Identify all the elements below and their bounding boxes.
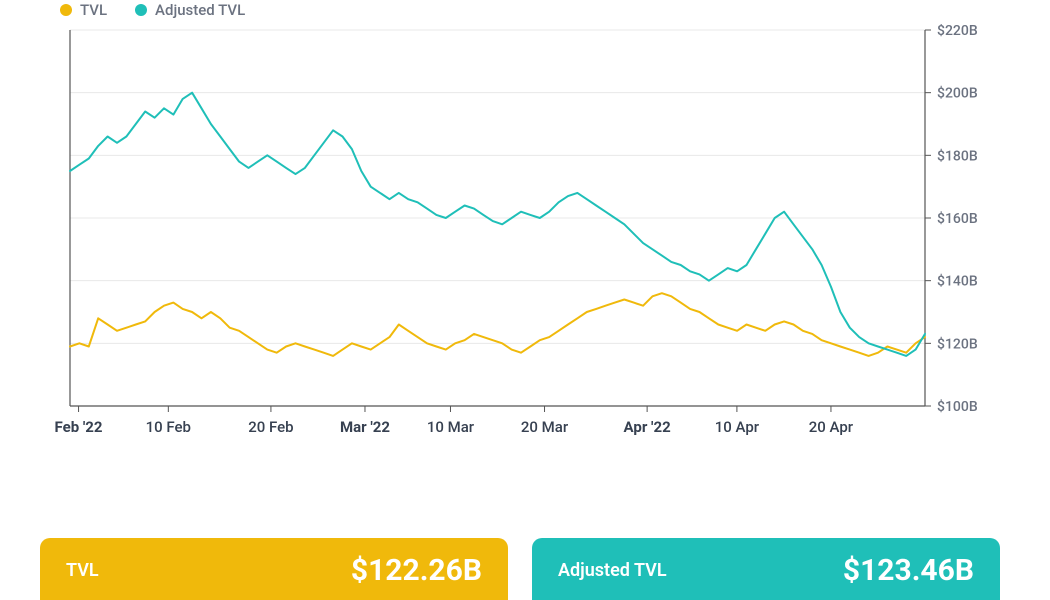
legend-dot-tvl: [60, 4, 72, 16]
svg-text:Apr '22: Apr '22: [624, 418, 672, 436]
stat-label-adjusted: Adjusted TVL: [558, 560, 667, 581]
legend-label-adjusted: Adjusted TVL: [155, 1, 245, 19]
chart-legend: TVL Adjusted TVL: [60, 0, 245, 20]
chart-svg: $100B $120B $140B $160B $180B $200B $220B Feb '…: [40, 24, 1000, 454]
svg-text:20 Mar: 20 Mar: [521, 418, 569, 436]
stat-card-tvl: TVL $122.26B: [40, 538, 508, 600]
svg-text:Mar '22: Mar '22: [340, 418, 390, 436]
svg-text:$160B: $160B: [937, 210, 978, 227]
svg-text:$120B: $120B: [937, 335, 978, 352]
svg-text:$200B: $200B: [937, 85, 978, 102]
legend-item-tvl: TVL: [60, 1, 107, 19]
svg-text:10 Mar: 10 Mar: [427, 418, 475, 436]
legend-item-adjusted: Adjusted TVL: [135, 1, 245, 19]
svg-text:$220B: $220B: [937, 24, 978, 39]
stat-card-adjusted: Adjusted TVL $123.46B: [532, 538, 1000, 600]
legend-label-tvl: TVL: [80, 1, 107, 19]
svg-text:$100B: $100B: [937, 398, 978, 415]
svg-text:Feb '22: Feb '22: [55, 418, 103, 436]
stat-value-tvl: $122.26B: [351, 553, 482, 588]
stat-value-adjusted: $123.46B: [843, 553, 974, 588]
svg-text:$140B: $140B: [937, 273, 978, 290]
tvl-chart: $100B $120B $140B $160B $180B $200B $220B Feb '…: [40, 24, 1000, 454]
svg-text:20 Apr: 20 Apr: [809, 418, 854, 436]
legend-dot-adjusted: [135, 4, 147, 16]
stat-label-tvl: TVL: [66, 560, 99, 581]
stat-cards: TVL $122.26B Adjusted TVL $123.46B: [40, 538, 1000, 600]
svg-text:20 Feb: 20 Feb: [248, 418, 293, 436]
svg-text:10 Apr: 10 Apr: [715, 418, 760, 436]
svg-text:10 Feb: 10 Feb: [146, 418, 191, 436]
svg-text:$180B: $180B: [937, 147, 978, 164]
